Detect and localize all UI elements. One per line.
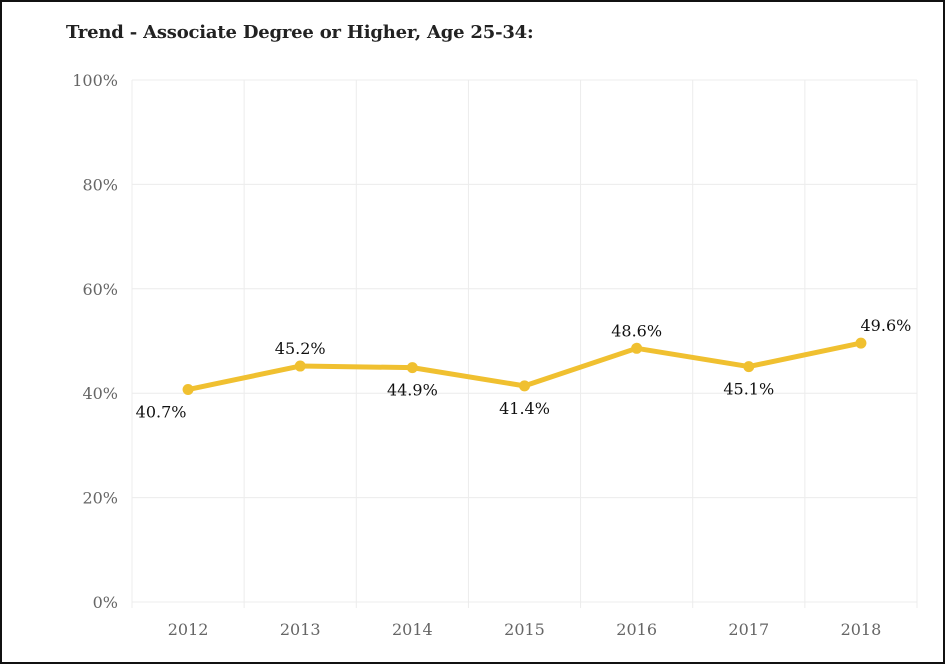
data-label: 41.4% xyxy=(499,399,550,418)
x-tick-label: 2016 xyxy=(616,620,657,639)
y-tick-label: 60% xyxy=(82,280,118,299)
data-point xyxy=(631,342,643,354)
data-label: 44.9% xyxy=(387,381,438,400)
y-tick-label: 80% xyxy=(82,175,118,194)
data-label: 45.1% xyxy=(723,380,774,399)
data-point xyxy=(294,360,306,372)
data-label: 48.6% xyxy=(611,321,662,340)
x-tick-label: 2018 xyxy=(841,620,882,639)
y-axis-ticks: 0% 20% 40% 60% 80% 100% xyxy=(72,71,118,612)
data-point xyxy=(519,380,530,392)
y-tick-label: 100% xyxy=(72,71,118,90)
data-label: 49.6% xyxy=(861,316,912,335)
y-tick-label: 20% xyxy=(82,489,118,508)
y-tick-label: 0% xyxy=(93,593,118,612)
data-point xyxy=(182,384,194,396)
x-tick-label: 2013 xyxy=(280,620,321,639)
data-point xyxy=(743,361,755,373)
data-label: 40.7% xyxy=(136,403,187,422)
chart-title: Trend - Associate Degree or Higher, Age … xyxy=(66,22,534,43)
x-tick-label: 2015 xyxy=(504,620,545,639)
data-point xyxy=(855,337,867,349)
data-points xyxy=(182,337,867,396)
data-label: 45.2% xyxy=(275,339,326,358)
x-axis-ticks: 2012 2013 2014 2015 2016 2017 2018 xyxy=(168,620,882,639)
data-point xyxy=(406,362,418,374)
x-tick-label: 2017 xyxy=(728,620,769,639)
x-tick-label: 2014 xyxy=(392,620,433,639)
y-tick-label: 40% xyxy=(82,384,118,403)
gridlines xyxy=(131,79,918,608)
line-chart: 0%20%40%60%80%100% 2012 2013 2014 2015 2016 2… xyxy=(72,71,918,639)
data-labels: 40.7% 45.2% 44.9% 41.4% 48.6% 45.1% 49.6% xyxy=(136,316,912,421)
x-tick-label: 2012 xyxy=(168,620,209,639)
